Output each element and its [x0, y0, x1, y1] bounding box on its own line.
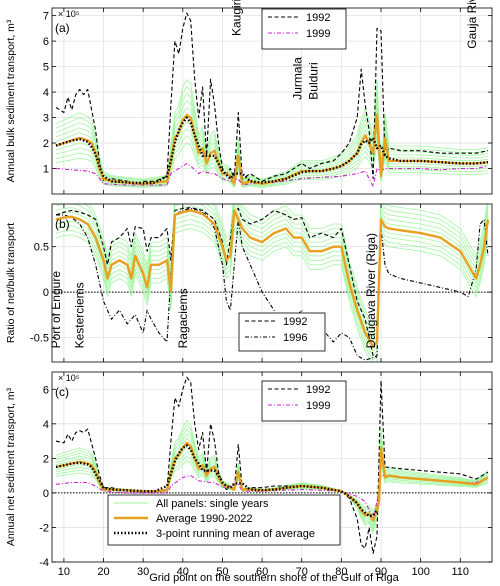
chart-panel-2: -4 -2 0 2 4 6 10 20 30 40 50 60 70 80 90 100 110 (c) × 10⁵… — [5, 371, 493, 578]
single-year-line — [55, 107, 489, 185]
legend: 1992 1996 — [238, 312, 326, 352]
single-year-line — [55, 121, 489, 186]
legend-label: 3-point running mean of average — [156, 528, 315, 540]
y-exponent: × 10⁵ — [58, 373, 80, 383]
y-tick-label: 2 — [43, 138, 49, 150]
annotation-label: Ragaciems — [176, 288, 190, 348]
series-line-1992 — [55, 207, 378, 358]
y-axis-label: Annual net sediment transport, m³ — [5, 387, 17, 546]
x-tick-label: 10 — [58, 566, 70, 578]
chart-panel-1: -0.5 0 0.5 (b) Ratio of net/bulk transport Po… — [5, 203, 493, 363]
y-axis-label: Ratio of net/bulk transport — [5, 223, 17, 343]
series-group — [55, 376, 489, 554]
y-tick-label: 0 — [43, 287, 49, 299]
y-tick-label: 6 — [43, 384, 49, 396]
plot-frame — [51, 371, 493, 563]
legend-label: 1996 — [283, 332, 307, 344]
chart-panel-0: 1 2 3 4 5 6 7 (a) × 10⁵ Annual bulk sediment tran… — [5, 0, 493, 195]
series-group — [55, 12, 489, 189]
x-tick-label: 110 — [452, 566, 470, 578]
panels: 1 2 3 4 5 6 7 (a) × 10⁵ Annual bulk sediment tran… — [5, 0, 493, 578]
x-tick-label: 40 — [177, 566, 189, 578]
y-tick-label: 2 — [43, 453, 49, 465]
y-tick-label: 0.5 — [34, 242, 49, 254]
annotation-label: Port of Engure — [49, 271, 63, 349]
y-tick-label: 6 — [43, 36, 49, 48]
annotation-label: Bulduri — [307, 62, 321, 99]
series-line-1992 — [55, 12, 489, 185]
x-tick-label: 50 — [216, 566, 228, 578]
series-line-1996 — [56, 207, 489, 361]
y-tick-label: 0 — [43, 488, 49, 500]
legend-label: Average 1990-2022 — [156, 513, 252, 525]
plot-frame — [51, 203, 493, 363]
x-tick-label: 20 — [97, 566, 109, 578]
single-year-line — [55, 135, 489, 188]
y-tick-label: 3 — [43, 113, 49, 125]
y-tick-label: 4 — [43, 419, 49, 431]
legend-box — [238, 312, 326, 352]
x-tick-label: 100 — [411, 566, 429, 578]
y-tick-label: 4 — [43, 87, 49, 99]
single-year-line — [55, 228, 489, 362]
y-tick-label: -2 — [39, 522, 49, 534]
single-year-line — [88, 204, 488, 325]
legend-box — [261, 8, 347, 50]
x-tick-label: 30 — [137, 566, 149, 578]
y-exponent: × 10⁵ — [58, 9, 80, 19]
shared-legend: All panels: single years Average 1990-202… — [107, 494, 341, 546]
y-tick-label: -0.5 — [30, 332, 49, 344]
legend-label: 1992 — [306, 12, 330, 24]
panel-label: (b) — [55, 217, 70, 231]
single-year-line — [55, 85, 489, 181]
y-tick-label: -4 — [39, 557, 49, 569]
annotation-label: Kaugiri — [229, 0, 243, 36]
y-tick-label: 5 — [43, 62, 49, 74]
x-tick-label: 60 — [256, 566, 268, 578]
annotation-label: Kesterciems — [73, 282, 87, 348]
single-year-line — [55, 93, 489, 182]
annotation-label: Gauja River — [465, 0, 479, 49]
y-tick-label: 7 — [43, 11, 49, 23]
x-tick-label: 70 — [296, 566, 308, 578]
single-year-line — [55, 205, 489, 343]
y-axis-label: Annual bulk sediment transport, m³ — [5, 19, 17, 182]
annotation-label: Daugava River (Riga) — [364, 233, 378, 348]
legend-box — [261, 380, 347, 422]
x-axis-label: Grid point on the southern shore of the … — [149, 572, 399, 584]
legend: 1992 1999 — [261, 380, 347, 422]
single-year-line — [55, 223, 489, 361]
panel-label: (a) — [55, 21, 70, 35]
legend-label: 1992 — [283, 316, 307, 328]
legend-label: 1999 — [306, 28, 330, 40]
plot-frame — [51, 7, 493, 195]
legend-label: All panels: single years — [156, 498, 269, 510]
series-line-3-point-running-mean-of-average — [55, 116, 489, 185]
single-year-line — [55, 142, 489, 189]
y-tick-label: 1 — [43, 164, 49, 176]
legend-label: 1999 — [306, 400, 330, 412]
series-line-1999 — [55, 162, 489, 187]
series-line-average-1990-2022 — [55, 209, 490, 348]
x-tick-label: 80 — [335, 566, 347, 578]
panel-label: (c) — [55, 385, 69, 399]
legend-label: 1992 — [306, 384, 330, 396]
series-line-3-point-running-mean-of-average — [55, 444, 378, 518]
single-year-line — [55, 214, 489, 352]
series-group — [55, 204, 490, 362]
single-year-line — [83, 204, 489, 330]
annotation-label: Jurmala — [291, 57, 305, 100]
legend: 1992 1999 — [261, 8, 347, 50]
x-tick-label: 90 — [375, 566, 387, 578]
series-line-1992 — [55, 376, 489, 554]
single-year-line — [55, 204, 489, 334]
